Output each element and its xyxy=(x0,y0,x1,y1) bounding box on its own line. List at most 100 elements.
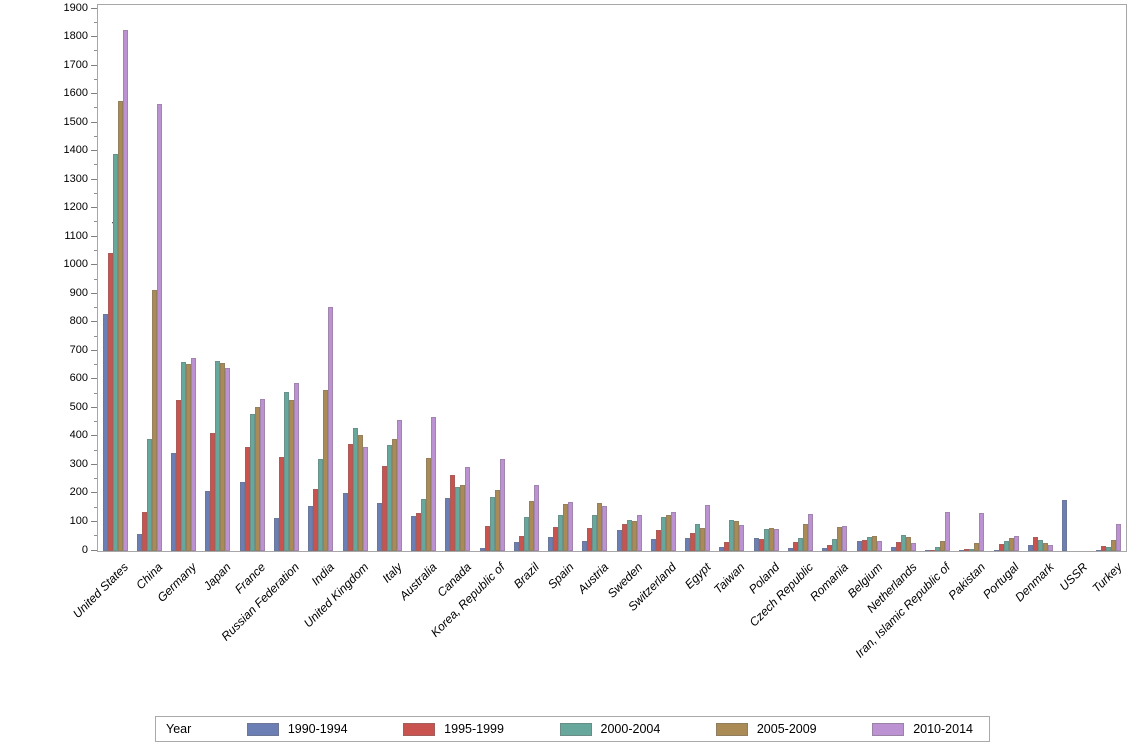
y-tick-label: 1000 xyxy=(63,258,88,271)
bar xyxy=(665,514,671,551)
bar xyxy=(807,513,813,551)
y-major-tick xyxy=(91,178,97,180)
bar xyxy=(136,533,142,551)
bar xyxy=(602,505,608,551)
x-tick-label: Taiwan xyxy=(711,560,748,597)
bar xyxy=(176,399,182,551)
bar xyxy=(616,529,622,551)
bar xyxy=(484,526,490,551)
y-minor-tick xyxy=(94,392,97,394)
bar xyxy=(1111,540,1117,551)
x-tick-label: Italy xyxy=(379,560,406,586)
bar xyxy=(283,392,289,551)
bar xyxy=(1042,543,1048,551)
legend-entry: 2010-2014 xyxy=(872,722,973,736)
bar xyxy=(998,544,1004,551)
y-major-tick xyxy=(91,7,97,9)
bar xyxy=(278,456,284,551)
legend-entry-label: 2000-2004 xyxy=(600,722,661,736)
y-tick-label: 1300 xyxy=(63,172,88,185)
y-major-tick xyxy=(91,36,97,38)
y-tick-label: 400 xyxy=(69,429,88,442)
bar xyxy=(1003,541,1009,551)
y-major-tick xyxy=(91,235,97,237)
bar xyxy=(768,527,774,551)
y-major-tick xyxy=(91,463,97,465)
y-major-tick xyxy=(91,264,97,266)
bar xyxy=(210,432,216,551)
bar xyxy=(910,543,916,551)
bar xyxy=(940,541,946,551)
bar xyxy=(935,547,941,551)
bar xyxy=(499,458,505,551)
bar xyxy=(102,313,108,551)
bar xyxy=(411,516,417,551)
bar xyxy=(523,516,529,551)
bar xyxy=(563,503,569,551)
bar xyxy=(787,548,793,551)
y-minor-tick xyxy=(94,192,97,194)
y-major-tick xyxy=(91,121,97,123)
bar xyxy=(553,527,559,551)
bar xyxy=(117,101,123,551)
bar xyxy=(416,513,422,551)
x-tick-label: Brazil xyxy=(511,560,543,592)
bar xyxy=(122,30,128,551)
x-tick-label: United States xyxy=(70,560,132,621)
y-major-tick xyxy=(91,93,97,95)
y-minor-tick xyxy=(94,135,97,137)
legend-title: Year xyxy=(166,722,192,736)
bar xyxy=(376,502,382,551)
bar xyxy=(568,501,574,551)
bar xyxy=(925,550,931,551)
y-tick-label: 1200 xyxy=(63,201,88,214)
y-minor-tick xyxy=(94,421,97,423)
bar xyxy=(112,154,118,551)
bar xyxy=(1116,523,1122,551)
bar xyxy=(381,466,387,551)
bar xyxy=(837,527,843,551)
y-major-tick xyxy=(91,549,97,551)
bar xyxy=(171,452,177,551)
y-minor-tick xyxy=(94,478,97,480)
y-tick-label: 600 xyxy=(69,372,88,385)
bar xyxy=(1037,540,1043,551)
bar xyxy=(362,446,368,551)
legend-swatch-icon xyxy=(403,722,436,736)
y-major-tick xyxy=(91,492,97,494)
y-major-tick xyxy=(91,321,97,323)
y-minor-tick xyxy=(94,335,97,337)
y-tick-label: 1800 xyxy=(63,30,88,43)
y-tick-label: 1500 xyxy=(63,115,88,128)
y-minor-tick xyxy=(94,449,97,451)
bar xyxy=(1101,546,1107,551)
bar xyxy=(905,536,911,551)
bar xyxy=(856,541,862,551)
bar xyxy=(244,446,250,551)
bar xyxy=(685,538,691,551)
bar xyxy=(626,519,632,551)
bar xyxy=(930,549,936,551)
bar xyxy=(323,390,329,551)
bar xyxy=(797,537,803,551)
y-minor-tick xyxy=(94,221,97,223)
x-tick-label: India xyxy=(308,560,337,589)
y-tick-label: 500 xyxy=(69,400,88,413)
bar xyxy=(861,539,867,551)
bar xyxy=(964,549,970,551)
bar xyxy=(533,484,539,551)
legend-entry-label: 2010-2014 xyxy=(913,722,973,736)
bar xyxy=(357,434,363,551)
bar xyxy=(974,543,980,551)
bar xyxy=(866,536,872,551)
bar xyxy=(107,252,113,551)
bar xyxy=(151,289,157,551)
bar xyxy=(215,361,221,551)
y-tick-label: 1600 xyxy=(63,87,88,100)
bar xyxy=(391,438,397,551)
bar xyxy=(739,524,745,551)
bar xyxy=(979,512,985,551)
bar xyxy=(308,505,314,551)
bar xyxy=(293,382,299,551)
bar xyxy=(455,486,461,551)
